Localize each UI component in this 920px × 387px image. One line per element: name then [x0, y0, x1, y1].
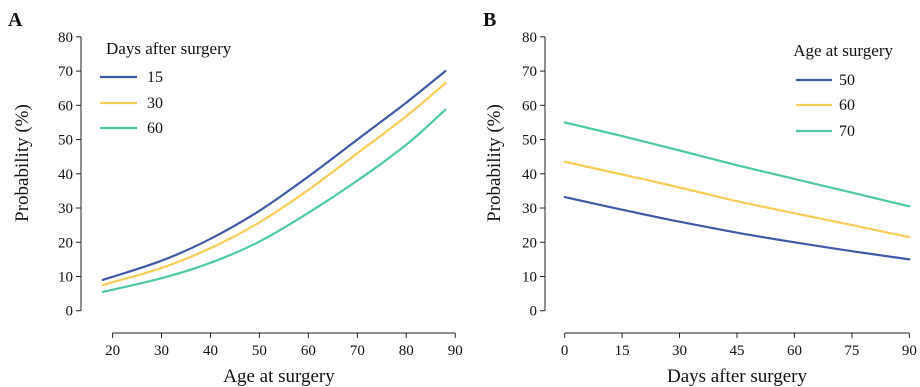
- panel-a-legend-label-30: 30: [147, 95, 163, 112]
- panel-b-x-axis-title: Days after surgery: [667, 366, 807, 387]
- panel-b-legend-item-60: 60: [796, 97, 855, 114]
- panel-b-y-tick-label: 0: [530, 304, 538, 320]
- panel-b-x-tick-label: 75: [844, 343, 859, 359]
- panel-b-x-tick-label: 30: [672, 343, 687, 359]
- panel-a-series-line-60: [101, 108, 447, 293]
- panel-a-y-tick-label: 60: [58, 98, 73, 114]
- panel-b-y-tick-label: 50: [522, 133, 537, 149]
- panel-b-y-tick-label: 60: [522, 98, 537, 114]
- panel-b-y-axis-title: Probability (%): [484, 104, 505, 222]
- panel-b-x-tick-label: 60: [787, 343, 802, 359]
- panel-b-y-tick-label: 80: [522, 30, 537, 46]
- panel-b-y-tick-label: 40: [522, 167, 537, 183]
- panel-b-y-tick-label: 10: [522, 269, 537, 285]
- panel-b-x-tick-label: 90: [902, 343, 917, 359]
- panel-b-legend-label-70: 70: [839, 123, 855, 140]
- panel-a-y-tick-label: 50: [58, 133, 73, 149]
- panel-b-legend-label-50: 50: [839, 72, 855, 89]
- panel-b-series-line-70: [563, 121, 911, 208]
- panel-b-x-tick-label: 0: [561, 343, 569, 359]
- panel-b-series-line-60: [563, 160, 911, 239]
- panel-a-legend-label-15: 15: [147, 69, 163, 86]
- panel-b-ticks: 0 10 20 30 40 50 60 70 80 0 15 30 45 60 75 90: [522, 30, 917, 359]
- panel-a-x-axis-title: Age at surgery: [223, 366, 335, 387]
- panel-a-y-axis-title: Probability (%): [12, 104, 33, 222]
- panel-a-ticks: 0 10 20 30 40 50 60 70 80 20 30 40 50 60 70 80 90: [58, 30, 463, 359]
- panel-a-y-tick-label: 30: [58, 201, 73, 217]
- panel-b-x-tick-label: 15: [615, 343, 630, 359]
- panel-b-lines: [563, 121, 911, 261]
- panel-a-letter: A: [8, 9, 23, 31]
- panel-a-x-tick-label: 20: [105, 343, 120, 359]
- panel-a-y-tick-label: 70: [58, 64, 73, 80]
- panel-a-y-tick-label: 80: [58, 30, 73, 46]
- panel-b: B 0 10 20 30 40 50 60 70 80 0 15 30 45 60 75 90 Days af…: [483, 9, 917, 387]
- panel-a-legend-item-15: 15: [100, 69, 163, 86]
- panel-b-legend-label-60: 60: [839, 97, 855, 114]
- panel-a-x-tick-label: 70: [350, 343, 365, 359]
- panel-a-y-tick-label: 0: [66, 304, 74, 320]
- panel-b-legend-title: Age at surgery: [793, 41, 893, 60]
- panel-b-x-tick-label: 45: [730, 343, 745, 359]
- panel-b-y-tick-label: 70: [522, 64, 537, 80]
- panel-a-x-tick-label: 30: [154, 343, 169, 359]
- panel-a-x-tick-label: 60: [301, 343, 316, 359]
- panel-a-x-tick-label: 50: [252, 343, 267, 359]
- panel-a-y-tick-label: 20: [58, 235, 73, 251]
- panel-b-series-line-50: [563, 196, 911, 261]
- panel-a-legend-item-30: 30: [100, 95, 163, 112]
- panel-b-letter: B: [483, 9, 496, 31]
- panel-b-legend-item-70: 70: [796, 123, 855, 140]
- panel-b-legend-item-50: 50: [796, 72, 855, 89]
- panel-a-lines: [101, 70, 447, 293]
- panel-a-legend-item-60: 60: [100, 120, 163, 137]
- panel-a-legend-label-60: 60: [147, 120, 163, 137]
- panel-a-y-tick-label: 40: [58, 167, 73, 183]
- panel-b-y-tick-label: 20: [522, 235, 537, 251]
- panel-a-x-tick-label: 40: [203, 343, 218, 359]
- panel-a-series-line-15: [101, 70, 447, 281]
- panel-a-legend-title: Days after surgery: [106, 39, 232, 58]
- panel-a: A 0 10 20 30 40 50 60 70 80 20 30 40 50 60 70 80 90 Age …: [8, 9, 463, 387]
- panel-a-y-tick-label: 10: [58, 269, 73, 285]
- panel-a-x-tick-label: 90: [448, 343, 463, 359]
- panel-a-series-line-30: [101, 82, 447, 287]
- panel-b-y-tick-label: 30: [522, 201, 537, 217]
- panel-a-x-tick-label: 80: [399, 343, 414, 359]
